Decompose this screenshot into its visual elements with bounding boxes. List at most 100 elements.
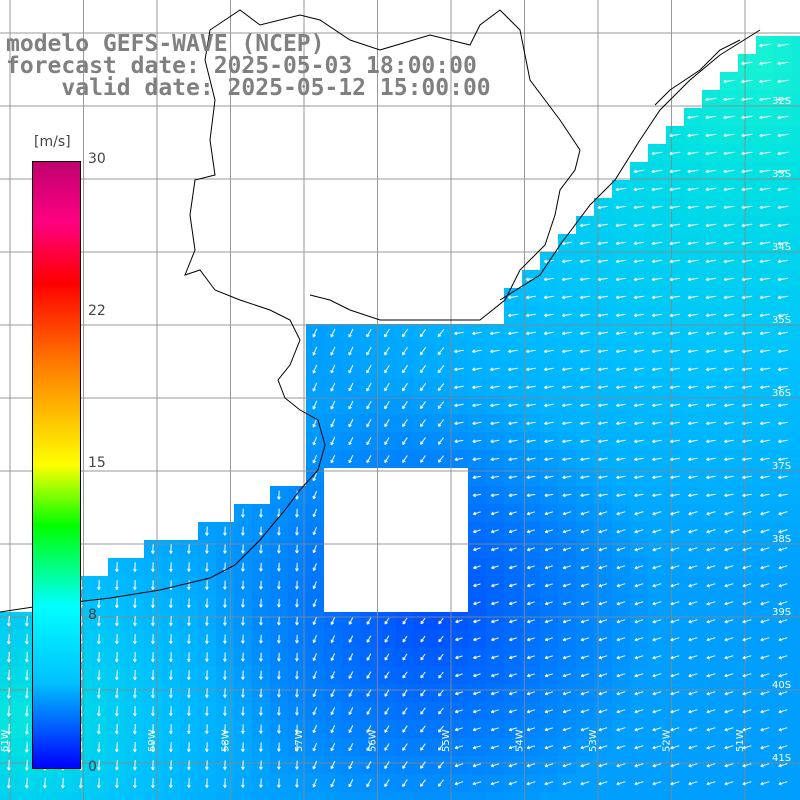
wind-arrow [723, 367, 734, 372]
wind-arrow [259, 688, 263, 698]
wind-arrow [97, 580, 101, 591]
wind-arrow [760, 529, 770, 534]
wind-arrow [760, 763, 770, 768]
wind-arrow [384, 707, 390, 715]
wind-arrow [580, 475, 590, 480]
wind-arrow [472, 457, 482, 462]
wind-arrow [615, 205, 627, 210]
wind-speed-cell [216, 792, 234, 800]
wind-speed-cell [792, 378, 800, 396]
wind-arrow [187, 760, 191, 771]
wind-arrow [402, 364, 408, 374]
wind-arrow [670, 727, 680, 732]
wind-arrow [742, 475, 752, 480]
wind-arrow [598, 421, 608, 426]
wind-arrow [615, 259, 627, 264]
wind-arrow [562, 763, 572, 768]
wind-arrow [384, 653, 390, 661]
wind-arrow [508, 691, 517, 696]
wind-arrow [472, 349, 482, 354]
wind-arrow [312, 436, 318, 446]
wind-arrow [616, 619, 626, 624]
wind-arrow [330, 346, 336, 356]
wind-speed-cell [792, 144, 800, 162]
wind-arrow [561, 259, 572, 264]
wind-arrow [724, 475, 734, 480]
wind-arrow [669, 187, 681, 192]
wind-arrow [259, 598, 263, 608]
wind-arrow [526, 727, 536, 732]
wind-arrow [741, 367, 752, 372]
wind-arrow [724, 583, 734, 588]
wind-arrow [241, 544, 245, 554]
wind-arrow [384, 328, 390, 338]
wind-arrow [760, 691, 770, 696]
wind-arrow [778, 457, 788, 462]
wind-arrow [133, 580, 137, 591]
wind-arrow [312, 563, 317, 572]
wind-arrow [759, 187, 771, 192]
wind-arrow [706, 511, 716, 516]
wind-arrow [259, 580, 263, 590]
model-title: modelo GEFS-WAVE (NCEP) [6, 31, 325, 57]
wind-arrow [6, 723, 11, 735]
wind-speed-cell [792, 306, 800, 324]
wind-speed-cell [540, 792, 558, 800]
wind-arrow [742, 583, 752, 588]
wind-arrow [759, 79, 771, 84]
wind-arrow [544, 727, 554, 732]
wind-arrow [544, 403, 554, 408]
wind-arrow [778, 691, 788, 696]
wind-arrow [687, 151, 699, 156]
wind-arrow [741, 349, 752, 354]
wind-speed-cell [792, 630, 800, 648]
wind-arrow [561, 331, 572, 336]
wind-arrow [742, 511, 752, 516]
wind-arrow [687, 169, 699, 174]
colorbar-tick-0: 0 [88, 759, 97, 775]
wind-speed-cell [18, 792, 36, 800]
wind-arrow [706, 637, 716, 642]
wind-arrow [508, 781, 518, 786]
wind-arrow [132, 705, 137, 717]
wind-arrow [526, 583, 535, 588]
wind-arrow [277, 706, 281, 716]
wind-arrow [760, 709, 770, 714]
wind-arrow [778, 529, 788, 534]
wind-arrow [490, 331, 500, 336]
wind-arrow [420, 725, 426, 733]
wind-speed-cell [396, 792, 414, 800]
wind-speed-cell [792, 36, 800, 54]
wind-arrow [741, 79, 753, 84]
wind-arrow [777, 331, 788, 336]
wind-arrow [366, 635, 372, 643]
longitude-label: 61W [0, 729, 11, 752]
wind-arrow [652, 619, 662, 624]
wind-arrow [777, 133, 789, 138]
wind-speed-cell [126, 792, 144, 800]
wind-speed-cell [792, 756, 800, 774]
wind-arrow [652, 493, 662, 498]
wind-arrow [490, 421, 500, 426]
wind-arrow [420, 761, 426, 769]
wind-arrow [616, 601, 626, 606]
wind-arrow [420, 707, 426, 715]
wind-arrow [132, 652, 137, 663]
wind-arrow [169, 724, 173, 735]
wind-arrow [312, 617, 317, 626]
wind-arrow [562, 565, 572, 570]
wind-arrow [312, 346, 318, 356]
wind-arrow [366, 617, 372, 625]
wind-arrow [241, 652, 245, 662]
wind-arrow [115, 562, 119, 573]
wind-arrow [652, 583, 662, 588]
wind-arrow [633, 241, 645, 246]
wind-arrow [669, 331, 680, 336]
wind-arrow [687, 331, 698, 336]
wind-arrow [669, 133, 681, 138]
wind-arrow [598, 691, 608, 696]
wind-arrow [598, 745, 608, 750]
colorbar-tick-30: 30 [88, 151, 106, 167]
wind-arrow [330, 364, 336, 374]
wind-arrow [670, 493, 680, 498]
